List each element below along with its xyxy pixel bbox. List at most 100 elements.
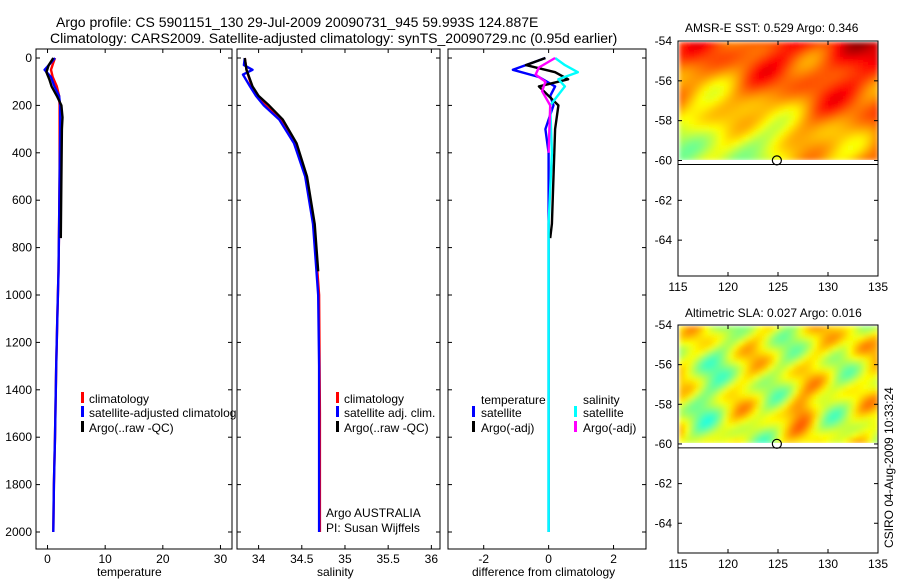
field-cell	[683, 101, 690, 107]
field-cell	[733, 423, 740, 429]
field-cell	[838, 105, 844, 112]
field-cell	[713, 418, 720, 425]
field-cell	[868, 340, 874, 347]
field-cell	[748, 110, 755, 117]
field-cell	[773, 326, 780, 332]
field-cell	[813, 125, 819, 132]
field-cell	[823, 379, 829, 386]
field-cell	[679, 365, 685, 371]
field-cell	[723, 438, 730, 443]
credit-label: CSIRO 04-Aug-2009 10:33:24	[882, 387, 896, 548]
field-cell	[708, 360, 715, 366]
field-cell	[773, 81, 780, 87]
field-cell	[823, 374, 829, 381]
field-cell	[828, 115, 834, 122]
field-cell	[768, 130, 775, 137]
field-cell	[873, 433, 878, 439]
field-cell	[748, 379, 755, 386]
field-cell	[683, 76, 690, 82]
field-cell	[873, 404, 878, 410]
field-cell	[843, 355, 849, 361]
field-cell	[778, 46, 785, 53]
field-cell	[753, 423, 760, 429]
field-cell	[833, 365, 839, 371]
field-cell	[679, 101, 685, 107]
field-cell	[743, 413, 750, 420]
field-cell	[783, 155, 790, 160]
field-cell	[683, 330, 690, 337]
field-cell	[873, 326, 878, 332]
field-cell	[838, 125, 844, 132]
legend-group-temperature: temperature	[481, 393, 546, 407]
field-cell	[828, 91, 834, 97]
field-cell	[708, 105, 715, 112]
field-cell	[798, 374, 804, 381]
field-cell	[679, 389, 685, 395]
field-cell	[758, 71, 765, 78]
field-cell	[723, 374, 730, 381]
field-cell	[693, 42, 700, 48]
field-cell	[713, 340, 720, 347]
field-cell	[743, 340, 750, 347]
field-cell	[743, 51, 750, 58]
field-cell	[853, 408, 859, 415]
field-cell	[698, 423, 705, 429]
field-cell	[718, 360, 725, 366]
field-cell	[713, 345, 720, 351]
field-cell	[788, 110, 795, 117]
field-cell	[793, 408, 799, 415]
field-cell	[748, 66, 755, 73]
field-cell	[838, 365, 844, 371]
field-cell	[863, 86, 869, 92]
field-cell	[763, 394, 770, 400]
field-cell	[768, 345, 775, 351]
field-cell	[713, 399, 720, 405]
series-temperature-argo-adj	[524, 56, 570, 239]
xtick-label: 30	[214, 552, 228, 566]
field-cell	[798, 433, 804, 439]
field-cell	[708, 335, 715, 342]
field-cell	[833, 438, 839, 443]
field-cell	[778, 91, 785, 97]
field-cell	[768, 394, 775, 400]
field-cell	[793, 81, 799, 87]
field-cell	[838, 42, 844, 48]
field-cell	[803, 399, 809, 405]
field-cell	[703, 433, 710, 439]
field-cell	[713, 423, 720, 429]
field-cell	[778, 365, 785, 371]
field-cell	[728, 350, 735, 356]
field-cell	[803, 76, 809, 82]
field-cell	[803, 350, 809, 356]
field-cell	[708, 42, 715, 48]
field-cell	[758, 369, 765, 376]
field-cell	[708, 413, 715, 420]
field-cell	[738, 135, 745, 141]
field-cell	[798, 105, 804, 112]
field-cell	[693, 56, 700, 63]
field-cell	[858, 433, 864, 439]
field-cell	[718, 369, 725, 376]
field-cell	[753, 96, 760, 102]
field-cell	[718, 105, 725, 112]
field-cell	[873, 389, 878, 395]
field-cell	[758, 399, 765, 405]
field-cell	[708, 150, 715, 156]
field-cell	[778, 428, 785, 434]
field-cell	[758, 365, 765, 371]
field-cell	[808, 340, 814, 347]
field-cell	[679, 369, 685, 376]
field-cell	[698, 110, 705, 117]
field-cell	[808, 56, 814, 63]
field-cell	[683, 355, 690, 361]
field-cell	[843, 423, 849, 429]
field-cell	[683, 150, 690, 156]
field-cell	[853, 66, 859, 73]
field-cell	[743, 399, 750, 405]
field-cell	[813, 140, 819, 146]
field-cell	[848, 340, 854, 347]
field-cell	[753, 384, 760, 390]
field-cell	[738, 438, 745, 443]
field-cell	[783, 413, 790, 420]
